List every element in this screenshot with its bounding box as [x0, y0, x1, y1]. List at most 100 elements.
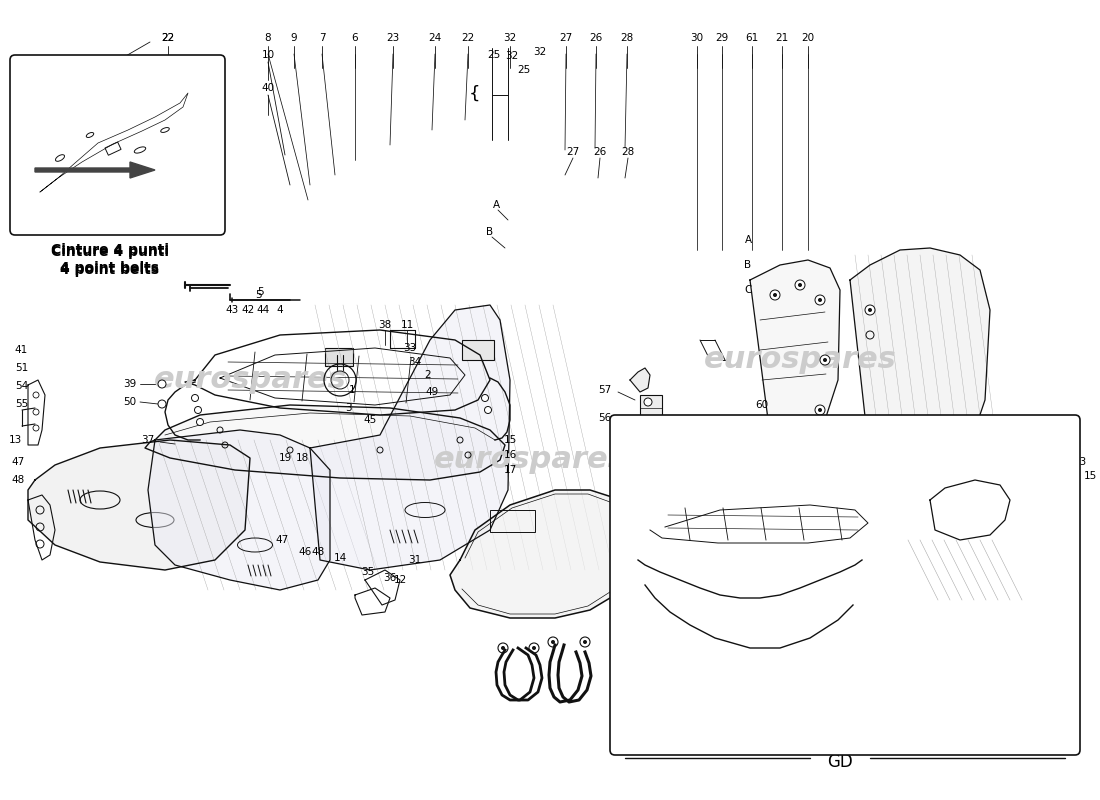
Text: 25: 25 — [517, 65, 530, 75]
Text: A: A — [745, 235, 751, 245]
Circle shape — [764, 455, 776, 465]
Text: Cinture 4 punti: Cinture 4 punti — [51, 245, 169, 259]
Circle shape — [532, 646, 536, 650]
FancyBboxPatch shape — [10, 55, 225, 235]
Text: {: { — [469, 85, 480, 103]
Text: 28: 28 — [620, 33, 634, 43]
Circle shape — [858, 538, 866, 546]
Text: 60: 60 — [756, 400, 769, 410]
Text: 17: 17 — [504, 465, 517, 475]
Text: 52: 52 — [1045, 429, 1058, 439]
Text: 37: 37 — [142, 435, 155, 445]
Polygon shape — [660, 432, 695, 468]
Text: 44: 44 — [256, 305, 270, 315]
Text: eurospares: eurospares — [433, 446, 626, 474]
Text: eurospares: eurospares — [704, 346, 896, 374]
Text: 41: 41 — [14, 345, 28, 355]
Bar — [462, 340, 494, 360]
Text: 55: 55 — [14, 399, 28, 409]
Circle shape — [644, 416, 652, 424]
Polygon shape — [35, 162, 155, 178]
Circle shape — [798, 283, 802, 287]
Text: 35: 35 — [362, 567, 375, 577]
Circle shape — [580, 637, 590, 647]
Circle shape — [815, 405, 825, 415]
Circle shape — [823, 358, 827, 362]
Text: 48: 48 — [311, 547, 324, 557]
Text: 5: 5 — [1015, 430, 1022, 440]
Circle shape — [197, 418, 204, 426]
Text: 30: 30 — [691, 33, 704, 43]
Circle shape — [752, 686, 760, 694]
Circle shape — [551, 640, 556, 644]
Text: 12: 12 — [394, 575, 407, 585]
Circle shape — [807, 678, 815, 686]
Text: 23: 23 — [386, 33, 399, 43]
Circle shape — [484, 406, 492, 414]
Polygon shape — [30, 90, 195, 195]
Circle shape — [770, 290, 780, 300]
Text: 5: 5 — [256, 287, 263, 297]
Text: 44: 44 — [851, 425, 865, 435]
Text: 21: 21 — [776, 33, 789, 43]
Text: 8: 8 — [265, 33, 272, 43]
Text: 42: 42 — [241, 305, 254, 315]
Text: 6: 6 — [352, 33, 359, 43]
Text: 22: 22 — [162, 33, 175, 43]
Text: 20: 20 — [802, 33, 815, 43]
Circle shape — [482, 394, 488, 402]
Text: 34: 34 — [408, 357, 421, 367]
Circle shape — [500, 646, 505, 650]
Text: 5: 5 — [255, 290, 262, 300]
Text: C: C — [625, 445, 631, 455]
Text: 56: 56 — [598, 413, 612, 423]
Text: 32: 32 — [534, 47, 547, 57]
Text: 7: 7 — [319, 33, 326, 43]
Text: 26: 26 — [593, 147, 606, 157]
Text: 18: 18 — [296, 453, 309, 463]
Text: 15: 15 — [1084, 471, 1097, 481]
Text: 39: 39 — [123, 379, 136, 389]
Bar — [324, 348, 353, 366]
Text: 54: 54 — [14, 381, 28, 391]
Circle shape — [795, 280, 805, 290]
Text: 2: 2 — [774, 577, 781, 587]
Circle shape — [583, 640, 587, 644]
Circle shape — [773, 293, 777, 297]
Text: 61: 61 — [746, 33, 759, 43]
Circle shape — [670, 444, 682, 456]
Text: 27: 27 — [566, 147, 580, 157]
Text: 4: 4 — [277, 305, 284, 315]
Circle shape — [865, 305, 874, 315]
Text: C: C — [745, 285, 751, 295]
Text: 39: 39 — [638, 495, 651, 505]
Text: 15: 15 — [504, 435, 517, 445]
Text: 11: 11 — [400, 320, 414, 330]
Text: 33: 33 — [404, 343, 417, 353]
Text: 4: 4 — [786, 427, 793, 437]
Text: 22: 22 — [162, 33, 175, 43]
Circle shape — [676, 678, 685, 686]
Circle shape — [854, 524, 862, 532]
Text: 62: 62 — [1062, 443, 1075, 453]
Polygon shape — [450, 490, 635, 618]
Circle shape — [644, 524, 652, 532]
Text: 48: 48 — [12, 475, 25, 485]
Circle shape — [195, 406, 201, 414]
Bar — [680, 540, 720, 552]
Text: 1: 1 — [349, 385, 355, 395]
Circle shape — [498, 643, 508, 653]
Circle shape — [648, 538, 656, 546]
Text: 59: 59 — [708, 425, 722, 435]
Text: 47: 47 — [12, 457, 25, 467]
Text: 49: 49 — [426, 387, 439, 397]
Text: 9: 9 — [290, 33, 297, 43]
Text: 49: 49 — [812, 573, 825, 583]
Polygon shape — [630, 368, 650, 392]
Text: B: B — [745, 260, 751, 270]
Text: 45: 45 — [744, 435, 757, 445]
Polygon shape — [148, 430, 330, 590]
Polygon shape — [145, 405, 505, 480]
Polygon shape — [310, 305, 510, 570]
Circle shape — [815, 295, 825, 305]
